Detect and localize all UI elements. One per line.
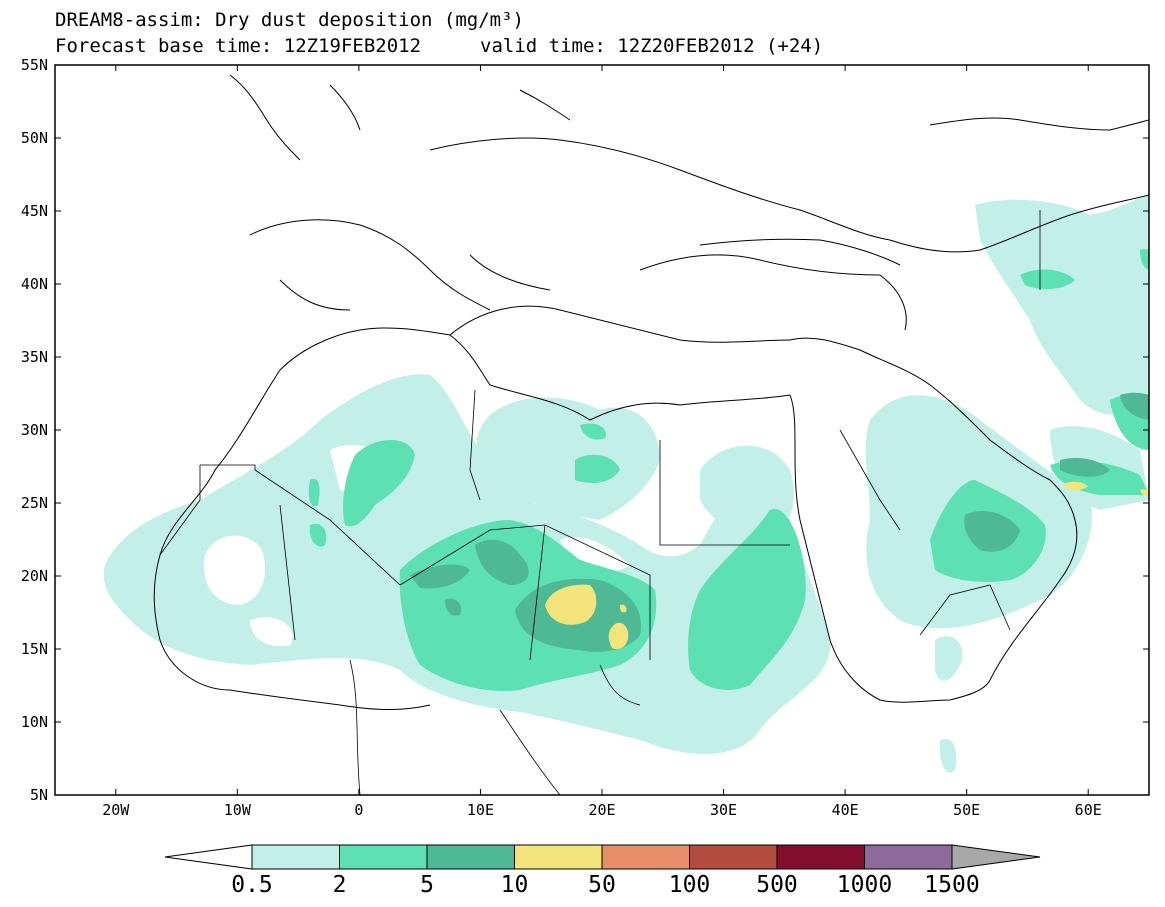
lat-tick-label: 5N [30, 786, 48, 804]
lon-tick-label: 60E [1075, 801, 1102, 819]
colorbar-high-arrow [951, 844, 1041, 870]
colorbar-label: 5 [420, 872, 434, 898]
lon-tick-label: 0 [354, 801, 363, 819]
longitude-axis: 20W 10W 0 10E 20E 30E 40E 50E 60E [102, 65, 1102, 819]
map-title: DREAM8-assim: Dry dust deposition (mg/m³… [55, 9, 524, 31]
country-borders [159, 210, 1041, 795]
lon-tick-label: 40E [832, 801, 859, 819]
lat-tick-label: 15N [21, 640, 48, 658]
contour-level-10 [545, 481, 1149, 650]
colorbar-swatch [251, 844, 340, 870]
lat-tick-label: 45N [21, 202, 48, 220]
lon-tick-label: 20E [588, 801, 615, 819]
colorbar-label: 50 [588, 872, 616, 898]
colorbar-swatch [514, 844, 603, 870]
lat-tick-label: 30N [21, 421, 48, 439]
forecast-base-time: Forecast base time: 12Z19FEB2012 [55, 35, 422, 57]
lon-tick-label: 30E [710, 801, 737, 819]
colorbar-label: 100 [669, 872, 711, 898]
lat-tick-label: 25N [21, 494, 48, 512]
lat-tick-label: 40N [21, 275, 48, 293]
lon-tick-label: 50E [953, 801, 980, 819]
lat-tick-label: 10N [21, 713, 48, 731]
lon-tick-label: 10E [467, 801, 494, 819]
colorbar-swatch [864, 844, 953, 870]
lat-tick-label: 35N [21, 348, 48, 366]
latitude-axis: 55N 50N 45N 40N 35N 30N 25N 20N 15N 10N 5N [21, 56, 1149, 804]
lat-tick-label: 55N [21, 56, 48, 74]
colorbar-label: 2 [333, 872, 347, 898]
colorbar-low-arrow [164, 844, 253, 870]
valid-time: valid time: 12Z20FEB2012 (+24) [480, 35, 824, 57]
lat-tick-label: 50N [21, 129, 48, 147]
colorbar-label: 10 [501, 872, 529, 898]
lon-tick-label: 20W [102, 801, 130, 819]
colorbar-swatch [339, 844, 428, 870]
colorbar-swatch [776, 844, 865, 870]
colorbar-label: 0.5 [231, 872, 273, 898]
lat-tick-label: 20N [21, 567, 48, 585]
coastlines-and-borders [153, 74, 1149, 710]
colorbar-legend: 0.5 2 5 10 50 100 500 1000 1500 [164, 844, 1041, 898]
lon-tick-label: 10W [224, 801, 252, 819]
colorbar-swatch [426, 844, 515, 870]
colorbar-label: 500 [756, 872, 798, 898]
colorbar-swatch [689, 844, 778, 870]
colorbar-swatch [601, 844, 690, 870]
colorbar-label: 1500 [924, 872, 979, 898]
colorbar-label: 1000 [837, 872, 892, 898]
